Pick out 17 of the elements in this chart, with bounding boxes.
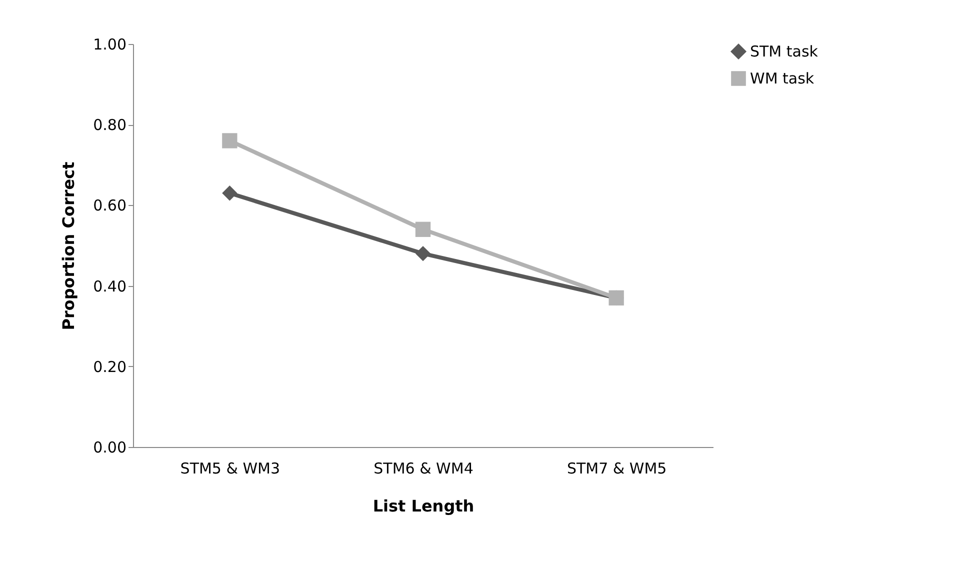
y-tick-label: 0.80 xyxy=(93,116,126,134)
y-tick-label: 0.60 xyxy=(93,196,126,215)
x-axis-title: List Length xyxy=(372,496,474,516)
x-tick-label: STM7 & WM5 xyxy=(566,460,667,478)
y-tick-label: 0.00 xyxy=(93,438,126,456)
y-tick-label: 1.00 xyxy=(93,36,126,54)
point xyxy=(222,186,238,201)
legend-label: WM task xyxy=(750,70,814,88)
point xyxy=(222,133,238,148)
x-tick-label: STM6 & WM4 xyxy=(374,460,474,478)
point xyxy=(415,246,431,262)
y-tick-label: 0.40 xyxy=(93,277,126,296)
y-tick-label: 0.20 xyxy=(93,358,126,376)
x-tick-label: STM5 & WM3 xyxy=(180,460,280,478)
point xyxy=(415,222,431,237)
y-axis-title: Proportion Correct xyxy=(59,161,78,330)
legend-label: STM task xyxy=(750,42,818,60)
